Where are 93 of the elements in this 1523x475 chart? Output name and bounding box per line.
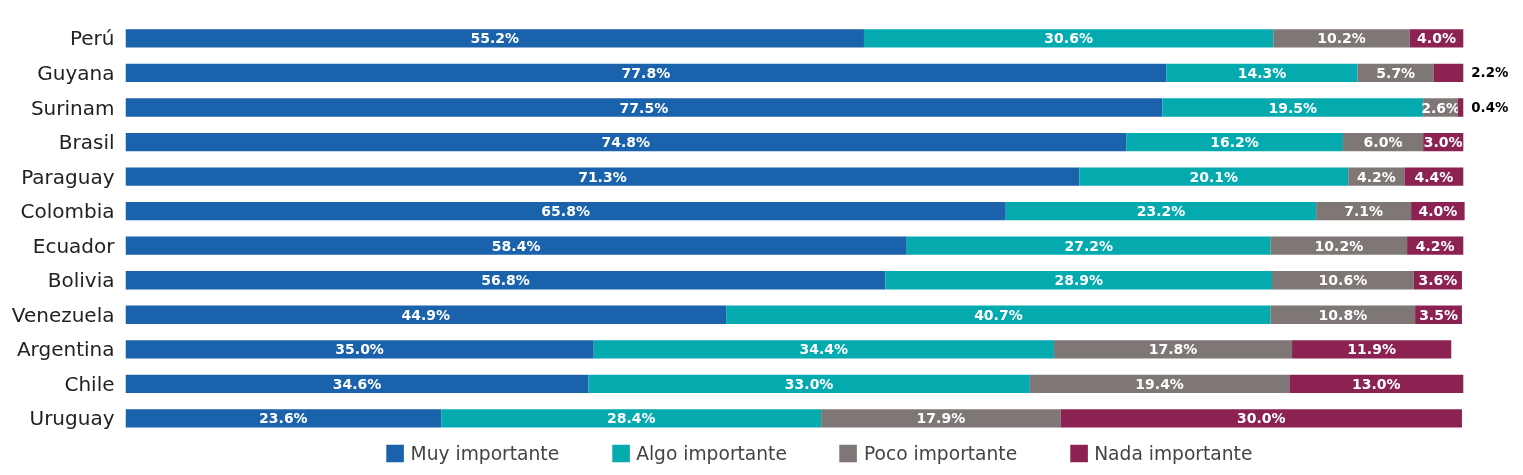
data-label: 44.9% [401,306,451,323]
data-label: 56.8% [481,272,530,289]
bar [588,374,1030,394]
data-label: 20.1% [1189,168,1239,185]
bar [593,340,1054,359]
bar [125,132,1127,152]
bar [125,63,1167,83]
data-label: 71.3% [578,168,627,185]
data-label: 7.1% [1344,203,1384,220]
data-label: 10.8% [1318,306,1368,323]
data-label: 40.7% [974,306,1023,323]
bar [1166,63,1358,83]
data-label: 77.5% [619,99,669,116]
y-tick-label: Surinam [30,95,115,120]
y-tick-label: Bolivia [47,268,115,293]
data-label: 4.2% [1356,168,1396,185]
bar [885,271,1272,290]
bar [1079,167,1349,186]
data-label: 6.0% [1363,134,1403,151]
bar [821,409,1061,428]
data-label: 34.4% [799,341,849,358]
data-label: 14.3% [1237,64,1287,81]
bar [125,236,907,255]
legend-label: Poco importante [863,442,1018,464]
bar [125,409,442,428]
data-label: 0.4% [1471,100,1509,115]
data-label: 3.6% [1418,272,1458,289]
data-label: 30.6% [1044,30,1093,47]
bar [1053,340,1293,359]
data-label: 10.2% [1317,30,1366,47]
data-label: 27.2% [1064,237,1113,254]
y-tick-label: Paraguay [21,164,115,189]
y-tick-label: Guyana [37,60,115,85]
data-label: 74.8% [601,134,651,151]
data-label: 65.8% [541,203,590,220]
data-label: 2.2% [1471,65,1509,81]
data-label: 4.0% [1417,30,1456,47]
data-label: 4.4% [1414,168,1454,185]
bar [1126,132,1343,152]
bar [125,98,1163,117]
y-tick-label: Venezuela [11,302,115,327]
bar [1029,374,1290,394]
data-label: 17.8% [1148,341,1198,358]
data-label: 58.4% [491,237,541,254]
data-label: 33.0% [784,375,834,392]
bar [1433,63,1464,83]
data-label: 19.4% [1135,375,1184,392]
data-label: 30.0% [1237,410,1286,427]
data-label: 35.0% [335,341,384,358]
bar [125,201,1006,221]
data-label: 3.0% [1423,134,1463,151]
bar [125,167,1080,186]
data-label: 3.5% [1419,306,1458,323]
y-tick-label: Ecuador [32,233,116,258]
data-label: 34.6% [332,375,382,392]
data-label: 13.0% [1352,375,1401,392]
y-tick-label: Perú [69,26,115,51]
data-label: 19.5% [1268,99,1318,116]
bar [441,409,822,428]
data-label: 77.8% [621,64,671,81]
data-label: 55.2% [470,30,520,47]
data-label: 4.2% [1415,237,1455,254]
legend-label: Nada importante [1094,442,1253,464]
bar [1162,98,1424,117]
y-tick-label: Uruguay [29,406,115,431]
data-label: 10.2% [1314,237,1364,254]
data-label: 16.2% [1210,134,1259,151]
data-label: 11.9% [1347,341,1396,358]
data-label: 17.9% [916,410,966,427]
data-label: 10.6% [1318,272,1368,289]
data-label: 4.0% [1418,203,1458,220]
y-tick-label: Colombia [20,199,115,224]
bar [125,340,594,359]
bar [125,29,864,48]
y-tick-label: Argentina [16,337,115,362]
bar [125,374,589,394]
bar [1273,29,1410,48]
data-label: 28.9% [1054,272,1103,289]
data-label: 5.7% [1376,64,1416,81]
y-tick-label: Brasil [58,130,115,155]
y-tick-label: Chile [64,371,115,396]
bar [1005,201,1317,221]
data-label: 23.6% [259,410,308,427]
bar [726,305,1271,324]
data-label: 23.2% [1136,203,1186,220]
bar [906,236,1271,255]
data-label: 28.4% [606,410,656,427]
bar [863,29,1274,48]
legend-label: Muy importante [410,442,560,464]
bar [125,305,727,324]
bar [1060,409,1462,428]
legend-label: Algo importante [636,442,787,464]
bar [125,271,886,290]
